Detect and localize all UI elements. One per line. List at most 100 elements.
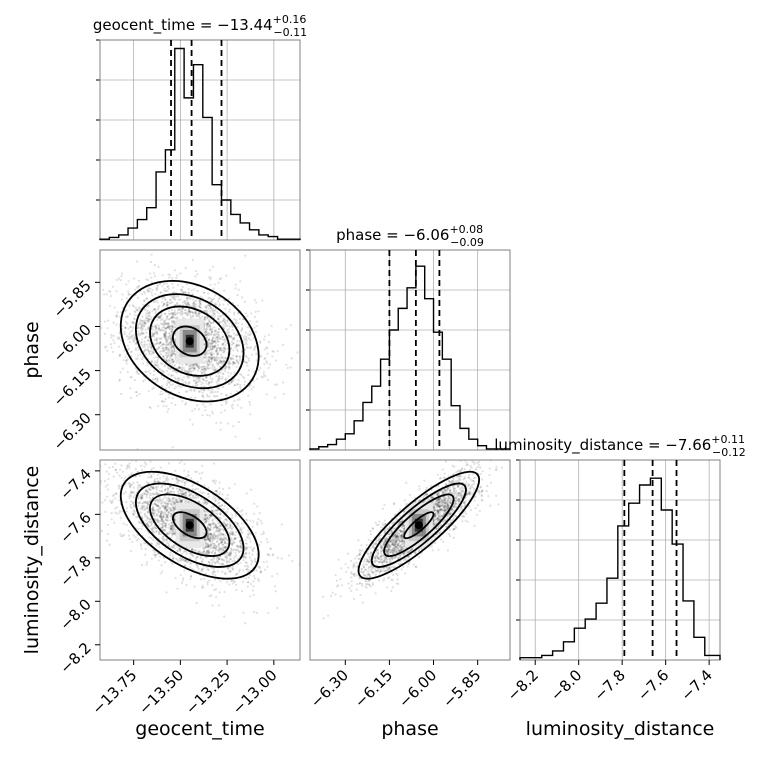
sample-point — [186, 390, 189, 393]
sample-point — [175, 477, 178, 480]
sample-point — [210, 357, 214, 360]
sample-point — [150, 350, 153, 353]
sample-point — [163, 364, 166, 367]
sample-point — [234, 533, 237, 537]
sample-point — [161, 521, 164, 525]
sample-point — [165, 322, 168, 325]
sample-point — [153, 499, 157, 503]
sample-point — [125, 362, 128, 365]
sample-point — [225, 552, 228, 555]
sample-point — [219, 547, 222, 550]
sample-point — [162, 350, 166, 353]
sample-point — [216, 317, 220, 320]
sample-point — [118, 487, 121, 490]
sample-point — [156, 347, 159, 350]
sample-point — [162, 325, 166, 329]
sample-point — [163, 524, 166, 528]
sample-point — [206, 534, 209, 537]
sample-point — [146, 516, 149, 520]
sample-point — [263, 357, 266, 360]
sample-point — [150, 507, 153, 511]
sample-point — [200, 586, 204, 589]
sample-point — [213, 538, 216, 541]
sample-point — [218, 303, 221, 306]
sample-point — [175, 477, 178, 480]
sample-point — [152, 386, 155, 389]
sample-point — [180, 500, 183, 503]
sample-point — [213, 496, 217, 500]
sample-point — [185, 374, 189, 378]
sample-point — [223, 289, 226, 292]
sample-point — [204, 331, 207, 334]
sample-point — [222, 538, 225, 541]
sample-point — [230, 336, 234, 340]
sample-point — [161, 525, 165, 529]
sample-point — [165, 515, 169, 519]
sample-point — [123, 446, 125, 448]
sample-point — [151, 485, 155, 488]
sample-point — [180, 559, 183, 562]
sample-point — [188, 494, 191, 498]
sample-point — [190, 305, 194, 308]
sample-point — [223, 366, 226, 369]
sample-point — [173, 547, 177, 550]
sample-point — [211, 563, 214, 566]
sample-point — [187, 500, 190, 503]
sample-point — [249, 347, 252, 350]
sample-point — [240, 373, 243, 377]
sample-point — [159, 315, 163, 318]
sample-point — [259, 570, 262, 574]
sample-point — [237, 311, 240, 315]
sample-point — [115, 492, 118, 495]
sample-point — [274, 359, 277, 362]
sample-point — [267, 366, 270, 370]
sample-point — [145, 501, 148, 504]
sample-point — [121, 470, 124, 473]
sample-point — [154, 503, 158, 506]
sample-point — [276, 349, 279, 353]
sample-point — [146, 490, 149, 493]
sample-point — [148, 488, 151, 491]
sample-point — [81, 303, 83, 305]
sample-point — [202, 368, 205, 372]
sample-point — [155, 499, 158, 502]
sample-point — [208, 332, 211, 335]
sample-point — [127, 290, 130, 293]
sample-point — [195, 302, 198, 306]
sample-point — [146, 505, 149, 508]
sample-point — [209, 352, 212, 355]
sample-point — [145, 507, 148, 510]
sample-point — [230, 550, 233, 553]
sample-point — [209, 514, 212, 517]
title-sub: −0.09 — [450, 236, 484, 249]
sample-point — [187, 381, 190, 384]
sample-point — [152, 506, 155, 509]
sample-point — [234, 283, 237, 286]
sample-point — [232, 337, 235, 340]
sample-point — [266, 378, 269, 382]
sample-point — [212, 340, 216, 343]
sample-point — [132, 322, 135, 325]
sample-point — [135, 474, 138, 478]
sample-point — [177, 308, 181, 311]
sample-point — [167, 544, 170, 547]
sample-point — [129, 325, 132, 328]
sample-point — [238, 344, 241, 347]
sample-point — [109, 343, 113, 346]
sample-point — [200, 371, 203, 375]
sample-point — [231, 530, 235, 533]
sample-point — [227, 566, 230, 569]
sample-point — [208, 310, 212, 313]
sample-point — [239, 545, 242, 548]
sample-point — [227, 362, 230, 365]
sample-point — [173, 525, 176, 528]
sample-point — [207, 551, 210, 554]
sample-point — [202, 396, 205, 399]
sample-point — [172, 507, 175, 510]
sample-point — [170, 524, 174, 527]
sample-point — [148, 342, 151, 345]
sample-point — [222, 538, 226, 541]
sample-point — [161, 274, 164, 277]
sample-point — [129, 505, 132, 508]
sample-point — [128, 485, 132, 488]
